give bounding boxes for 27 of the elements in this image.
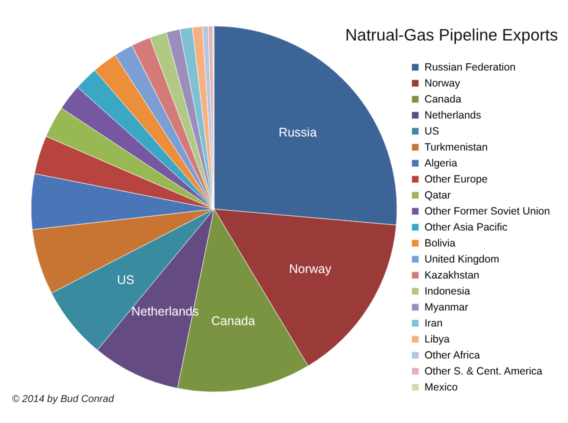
legend-label: Norway (424, 77, 461, 90)
legend-label: Other Africa (424, 349, 480, 362)
data-label: Norway (288, 262, 332, 276)
text: © 2014 by Bud Conrad (12, 394, 114, 405)
legend-label: Netherlands (424, 109, 482, 122)
data-label: Canada (211, 314, 256, 328)
legend-label: Other S. & Cent. America (424, 365, 543, 378)
data-label: Russia (278, 125, 317, 140)
legend-label: Canada (424, 93, 462, 106)
chart-title: Natrual-Gas Pipeline Exports (345, 26, 558, 44)
legend-label: Other Former Soviet Union (424, 205, 550, 218)
legend-label: Bolivia (424, 237, 456, 250)
legend-label: US (424, 125, 440, 138)
legend-label: Myanmar (424, 301, 469, 314)
legend-label: Algeria (424, 157, 458, 170)
legend-label: United Kingdom (424, 253, 500, 266)
legend-label: Other Europe (424, 173, 488, 186)
legend-label: Other Asia Pacific (424, 221, 508, 234)
legend-label: Turkmenistan (424, 141, 488, 154)
legend-label: Libya (424, 333, 450, 346)
legend-label: Indonesia (424, 285, 470, 298)
legend-label: Kazakhstan (424, 269, 480, 282)
legend-label: Russian Federation (424, 61, 516, 74)
legend-label: Iran (424, 317, 443, 330)
legend-label: Qatar (424, 189, 452, 202)
legend-label: Mexico (424, 381, 458, 394)
data-label: US (116, 273, 134, 288)
